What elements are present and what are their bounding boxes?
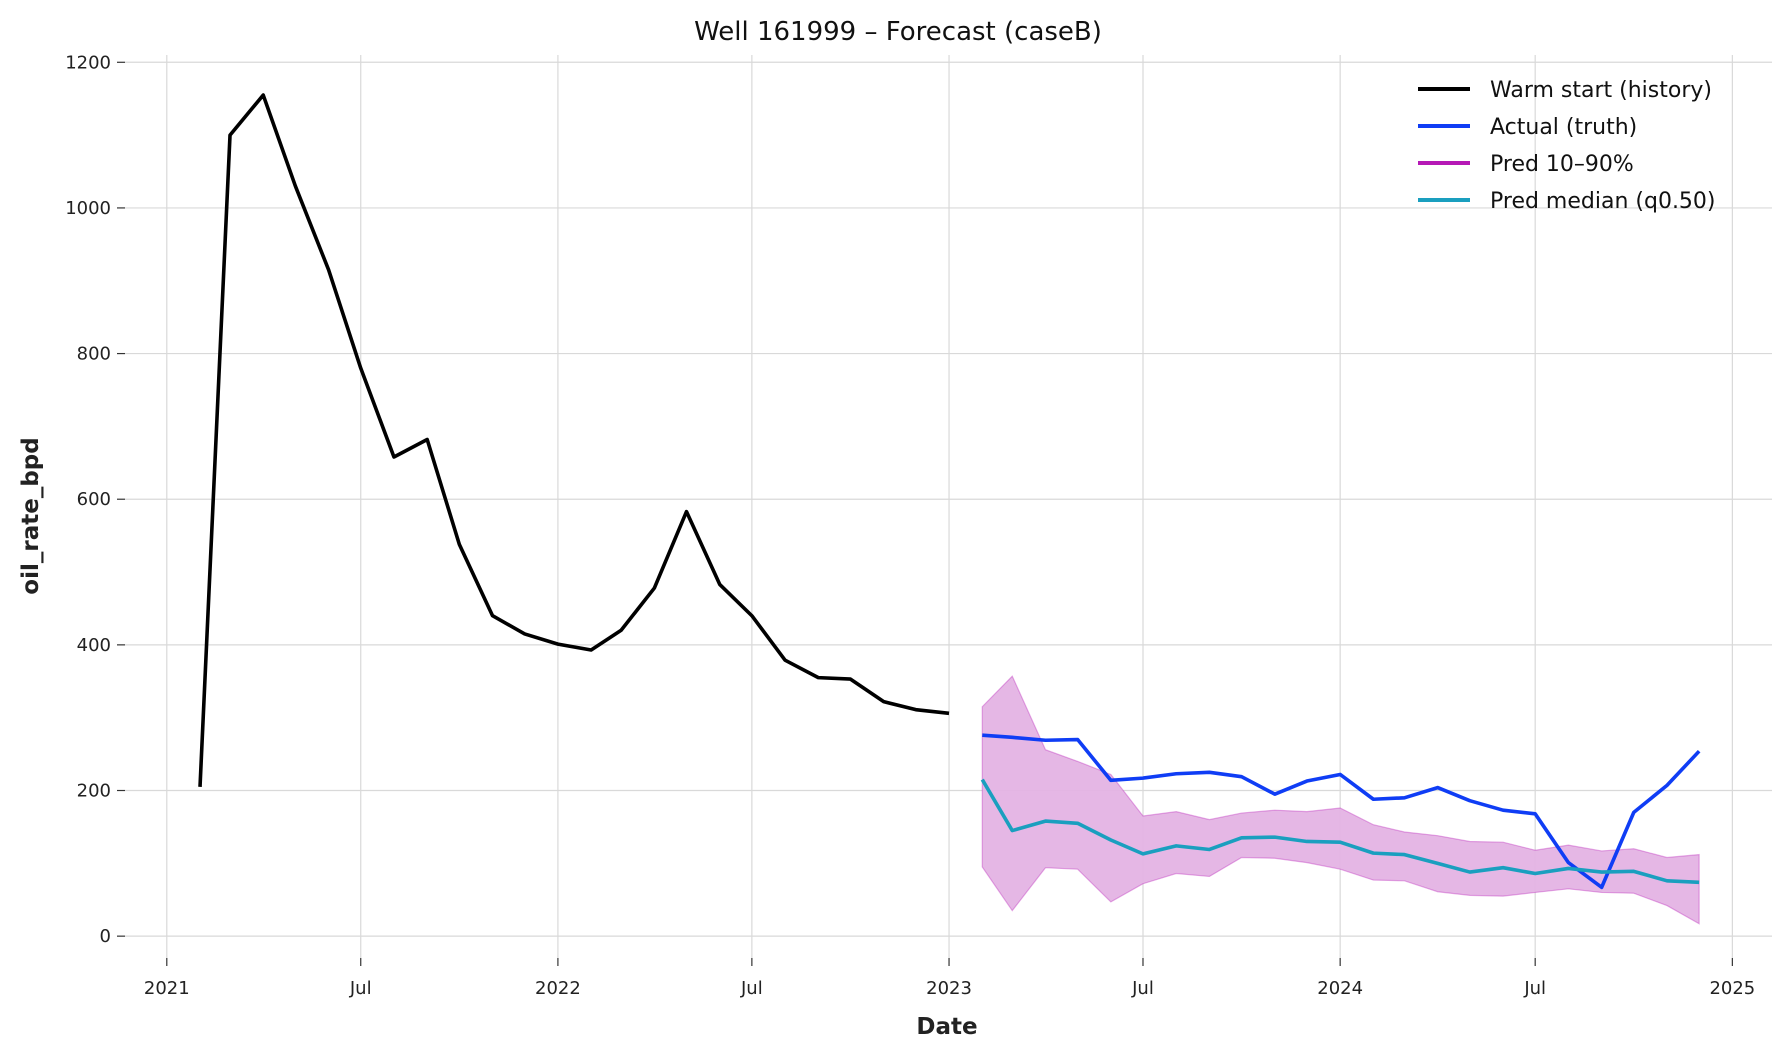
x-tick-label: Jul — [740, 978, 763, 999]
y-tick-label: 800 — [77, 344, 111, 365]
x-tick-label: 2023 — [926, 978, 972, 999]
legend-label: Pred median (q0.50) — [1490, 189, 1716, 214]
x-tick-label: Jul — [1523, 978, 1546, 999]
y-axis-label: oil_rate_bpd — [18, 437, 44, 594]
y-tick-label: 600 — [77, 489, 111, 510]
x-tick-label: 2025 — [1709, 978, 1755, 999]
legend: Warm start (history) Actual (truth) Pred 1… — [1418, 78, 1716, 214]
x-tick-label: 2021 — [144, 978, 190, 999]
y-axis-ticks: 0 200 400 600 800 1000 1200 — [65, 52, 125, 947]
y-tick-label: 0 — [100, 926, 111, 947]
x-axis-label: Date — [916, 1014, 977, 1040]
legend-label: Pred 10–90% — [1490, 152, 1634, 177]
x-tick-label: Jul — [349, 978, 372, 999]
y-tick-label: 1200 — [65, 52, 111, 73]
x-tick-label: Jul — [1131, 978, 1154, 999]
legend-label: Warm start (history) — [1490, 78, 1712, 103]
y-tick-label: 1000 — [65, 198, 111, 219]
y-tick-label: 200 — [77, 781, 111, 802]
x-tick-label: 2022 — [535, 978, 581, 999]
series-layer — [198, 93, 1701, 925]
x-axis-ticks: 2021 Jul 2022 Jul 2023 Jul 2024 Jul 2025 — [144, 958, 1755, 999]
grid-lines — [125, 55, 1772, 958]
chart-title: Well 161999 – Forecast (caseB) — [694, 17, 1102, 47]
series-line-warm-start-history — [198, 93, 950, 787]
series-line-pred-median-q0-50 — [980, 778, 1700, 885]
x-tick-label: 2024 — [1317, 978, 1363, 999]
y-tick-label: 400 — [77, 635, 111, 656]
series-band-pred-10-90 — [981, 675, 1700, 925]
legend-label: Actual (truth) — [1490, 115, 1637, 140]
